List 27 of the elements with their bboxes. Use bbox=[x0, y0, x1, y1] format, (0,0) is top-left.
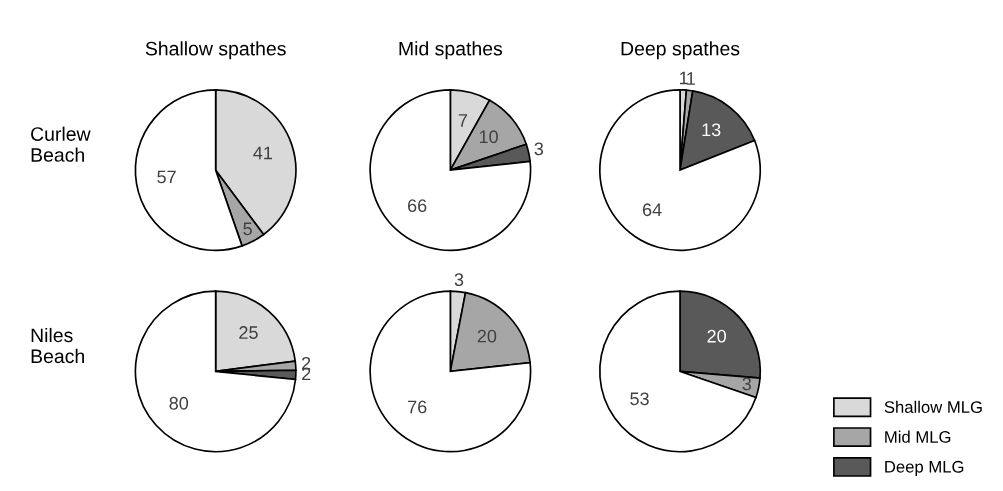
data-label: 1 bbox=[687, 72, 695, 85]
data-label: 13 bbox=[702, 123, 721, 137]
data-label: 5 bbox=[243, 222, 252, 236]
legend-label: Shallow MLG bbox=[884, 400, 982, 413]
data-label: 57 bbox=[157, 170, 176, 184]
data-label: 76 bbox=[408, 400, 427, 414]
data-label: 41 bbox=[253, 146, 273, 160]
data-label: 80 bbox=[169, 396, 189, 410]
text: Niles Beach bbox=[31, 327, 84, 364]
data-label: 10 bbox=[479, 130, 498, 144]
legend-label: Deep MLG bbox=[885, 460, 964, 476]
data-label: 7 bbox=[458, 114, 468, 127]
chart-title: Mid spathes bbox=[399, 41, 503, 60]
data-label: 1 bbox=[680, 71, 688, 85]
chart-title: Deep spathes bbox=[621, 41, 740, 60]
data-label: 53 bbox=[630, 392, 649, 406]
data-label: 20 bbox=[477, 329, 497, 343]
data-label: 20 bbox=[707, 329, 726, 343]
data-label: 66 bbox=[408, 199, 427, 213]
data-label: 25 bbox=[239, 326, 258, 339]
data-label: 3 bbox=[454, 273, 464, 287]
data-label: 3 bbox=[742, 377, 752, 391]
data-label: 3 bbox=[534, 142, 544, 156]
legend-label: Mid MLG bbox=[885, 430, 951, 443]
text: Curlew Beach bbox=[31, 126, 91, 162]
chart-title: Shallow spathes bbox=[145, 41, 286, 60]
data-label: 64 bbox=[642, 203, 662, 217]
